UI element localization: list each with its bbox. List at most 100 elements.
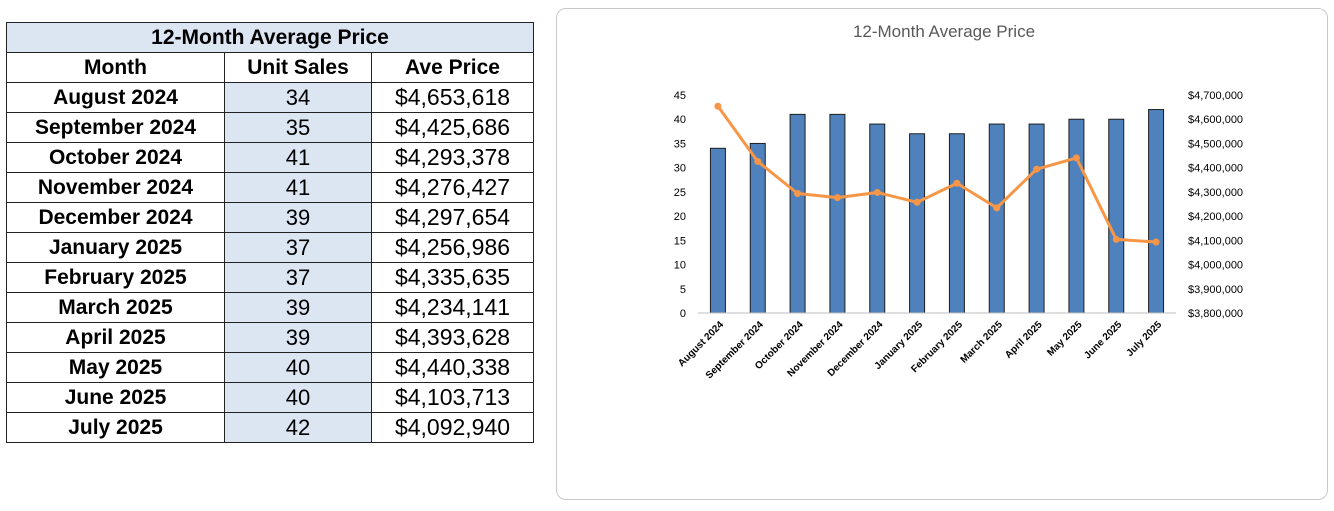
price-point [1033,165,1041,173]
table-row: January 2025 37 $4,256,986 [6,232,534,263]
ave-price-cell: $4,335,635 [371,262,534,293]
month-cell: May 2025 [6,352,225,383]
bar [829,113,846,314]
month-cell: July 2025 [6,412,225,443]
month-cell: April 2025 [6,322,225,353]
month-cell: September 2024 [6,112,225,143]
bar [988,123,1005,314]
category-label: June 2025 [1082,319,1124,361]
ave-price-cell: $4,297,654 [371,202,534,233]
price-point [833,194,841,202]
price-point [873,188,881,196]
price-point [953,179,961,187]
price-point [714,102,722,110]
bar [1148,109,1165,314]
unit-sales-cell: 39 [224,202,372,233]
left-axis-tick-label: 30 [674,163,686,175]
chart-title: 12-Month Average Price [853,22,1035,41]
unit-sales-cell: 41 [224,142,372,173]
unit-sales-cell: 37 [224,232,372,263]
left-axis-tick-label: 20 [674,211,686,223]
right-axis-tick-label: $3,900,000 [1188,284,1243,296]
table-row: August 2024 34 $4,653,618 [6,82,534,113]
category-label: May 2025 [1045,319,1085,359]
combo-chart: 12-Month Average Price 0 5 10 15 20 25 30 35 40 4… [674,22,1243,381]
bar [1068,118,1085,314]
right-axis-tick-label: $4,200,000 [1188,211,1243,223]
ave-price-cell: $4,653,618 [371,82,534,113]
left-axis-tick-label: 15 [674,235,686,247]
price-point [913,198,921,206]
right-axis-tick-label: $4,700,000 [1188,90,1243,102]
left-axis-tick-label: 35 [674,138,686,150]
table-row: December 2024 39 $4,297,654 [6,202,534,233]
ave-price-cell: $4,276,427 [371,172,534,203]
chart-area: 12-Month Average Price 0 5 10 15 20 25 30 35 40 4… [556,8,1328,500]
category-label: July 2025 [1125,319,1165,359]
ave-price-cell: $4,092,940 [371,412,534,443]
price-point [993,204,1001,212]
table-row: June 2025 40 $4,103,713 [6,382,534,413]
table-row: April 2025 39 $4,393,628 [6,322,534,353]
left-axis-tick-label: 10 [674,260,686,272]
right-axis-tick-label: $4,000,000 [1188,260,1243,272]
unit-sales-cell: 37 [224,262,372,293]
price-table: 12-Month Average Price Month Unit Sales … [6,22,534,443]
bar [1108,118,1125,314]
ave-price-cell: $4,425,686 [371,112,534,143]
ave-price-cell: $4,393,628 [371,322,534,353]
left-axis-tick-label: 0 [680,308,686,320]
month-cell: February 2025 [6,262,225,293]
right-axis-tick-label: $4,300,000 [1188,187,1243,199]
table-row: July 2025 42 $4,092,940 [6,412,534,443]
price-point [1112,235,1120,243]
table-title: 12-Month Average Price [6,22,534,53]
category-label: April 2025 [1003,319,1045,361]
column-header-unit-sales: Unit Sales [224,52,372,83]
bar [709,147,726,314]
table-row: March 2025 39 $4,234,141 [6,292,534,323]
right-axis-tick-label: $4,400,000 [1188,163,1243,175]
right-axis-tick-label: $3,800,000 [1188,308,1243,320]
unit-sales-cell: 39 [224,292,372,323]
unit-sales-cell: 34 [224,82,372,113]
ave-price-cell: $4,293,378 [371,142,534,173]
column-header-ave-price: Ave Price [371,52,534,83]
right-axis-tick-label: $4,600,000 [1188,114,1243,126]
month-cell: June 2025 [6,382,225,413]
month-cell: December 2024 [6,202,225,233]
column-header-month: Month [6,52,225,83]
left-axis-tick-label: 5 [680,284,686,296]
price-point [754,157,762,165]
month-cell: October 2024 [6,142,225,173]
unit-sales-cell: 40 [224,382,372,413]
right-axis-tick-label: $4,100,000 [1188,235,1243,247]
unit-sales-cell: 42 [224,412,372,443]
unit-sales-cell: 35 [224,112,372,143]
month-cell: March 2025 [6,292,225,323]
table-row: September 2024 35 $4,425,686 [6,112,534,143]
table-row: October 2024 41 $4,293,378 [6,142,534,173]
left-axis-tick-label: 40 [674,114,686,126]
price-point [1152,238,1160,246]
bar [1028,123,1045,314]
bar [749,142,766,314]
month-cell: November 2024 [6,172,225,203]
category-label: March 2025 [959,319,1006,366]
ave-price-cell: $4,256,986 [371,232,534,263]
price-line [716,105,1157,244]
bar [789,113,806,314]
unit-sales-cell: 40 [224,352,372,383]
right-axis-tick-label: $4,500,000 [1188,138,1243,150]
bar [869,123,886,314]
unit-sales-cell: 41 [224,172,372,203]
month-cell: January 2025 [6,232,225,263]
bar [909,133,926,314]
month-cell: August 2024 [6,82,225,113]
table-row: May 2025 40 $4,440,338 [6,352,534,383]
ave-price-cell: $4,103,713 [371,382,534,413]
left-axis-tick-label: 25 [674,187,686,199]
table-row: February 2025 37 $4,335,635 [6,262,534,293]
table-row: November 2024 41 $4,276,427 [6,172,534,203]
left-axis-tick-label: 45 [674,90,686,102]
